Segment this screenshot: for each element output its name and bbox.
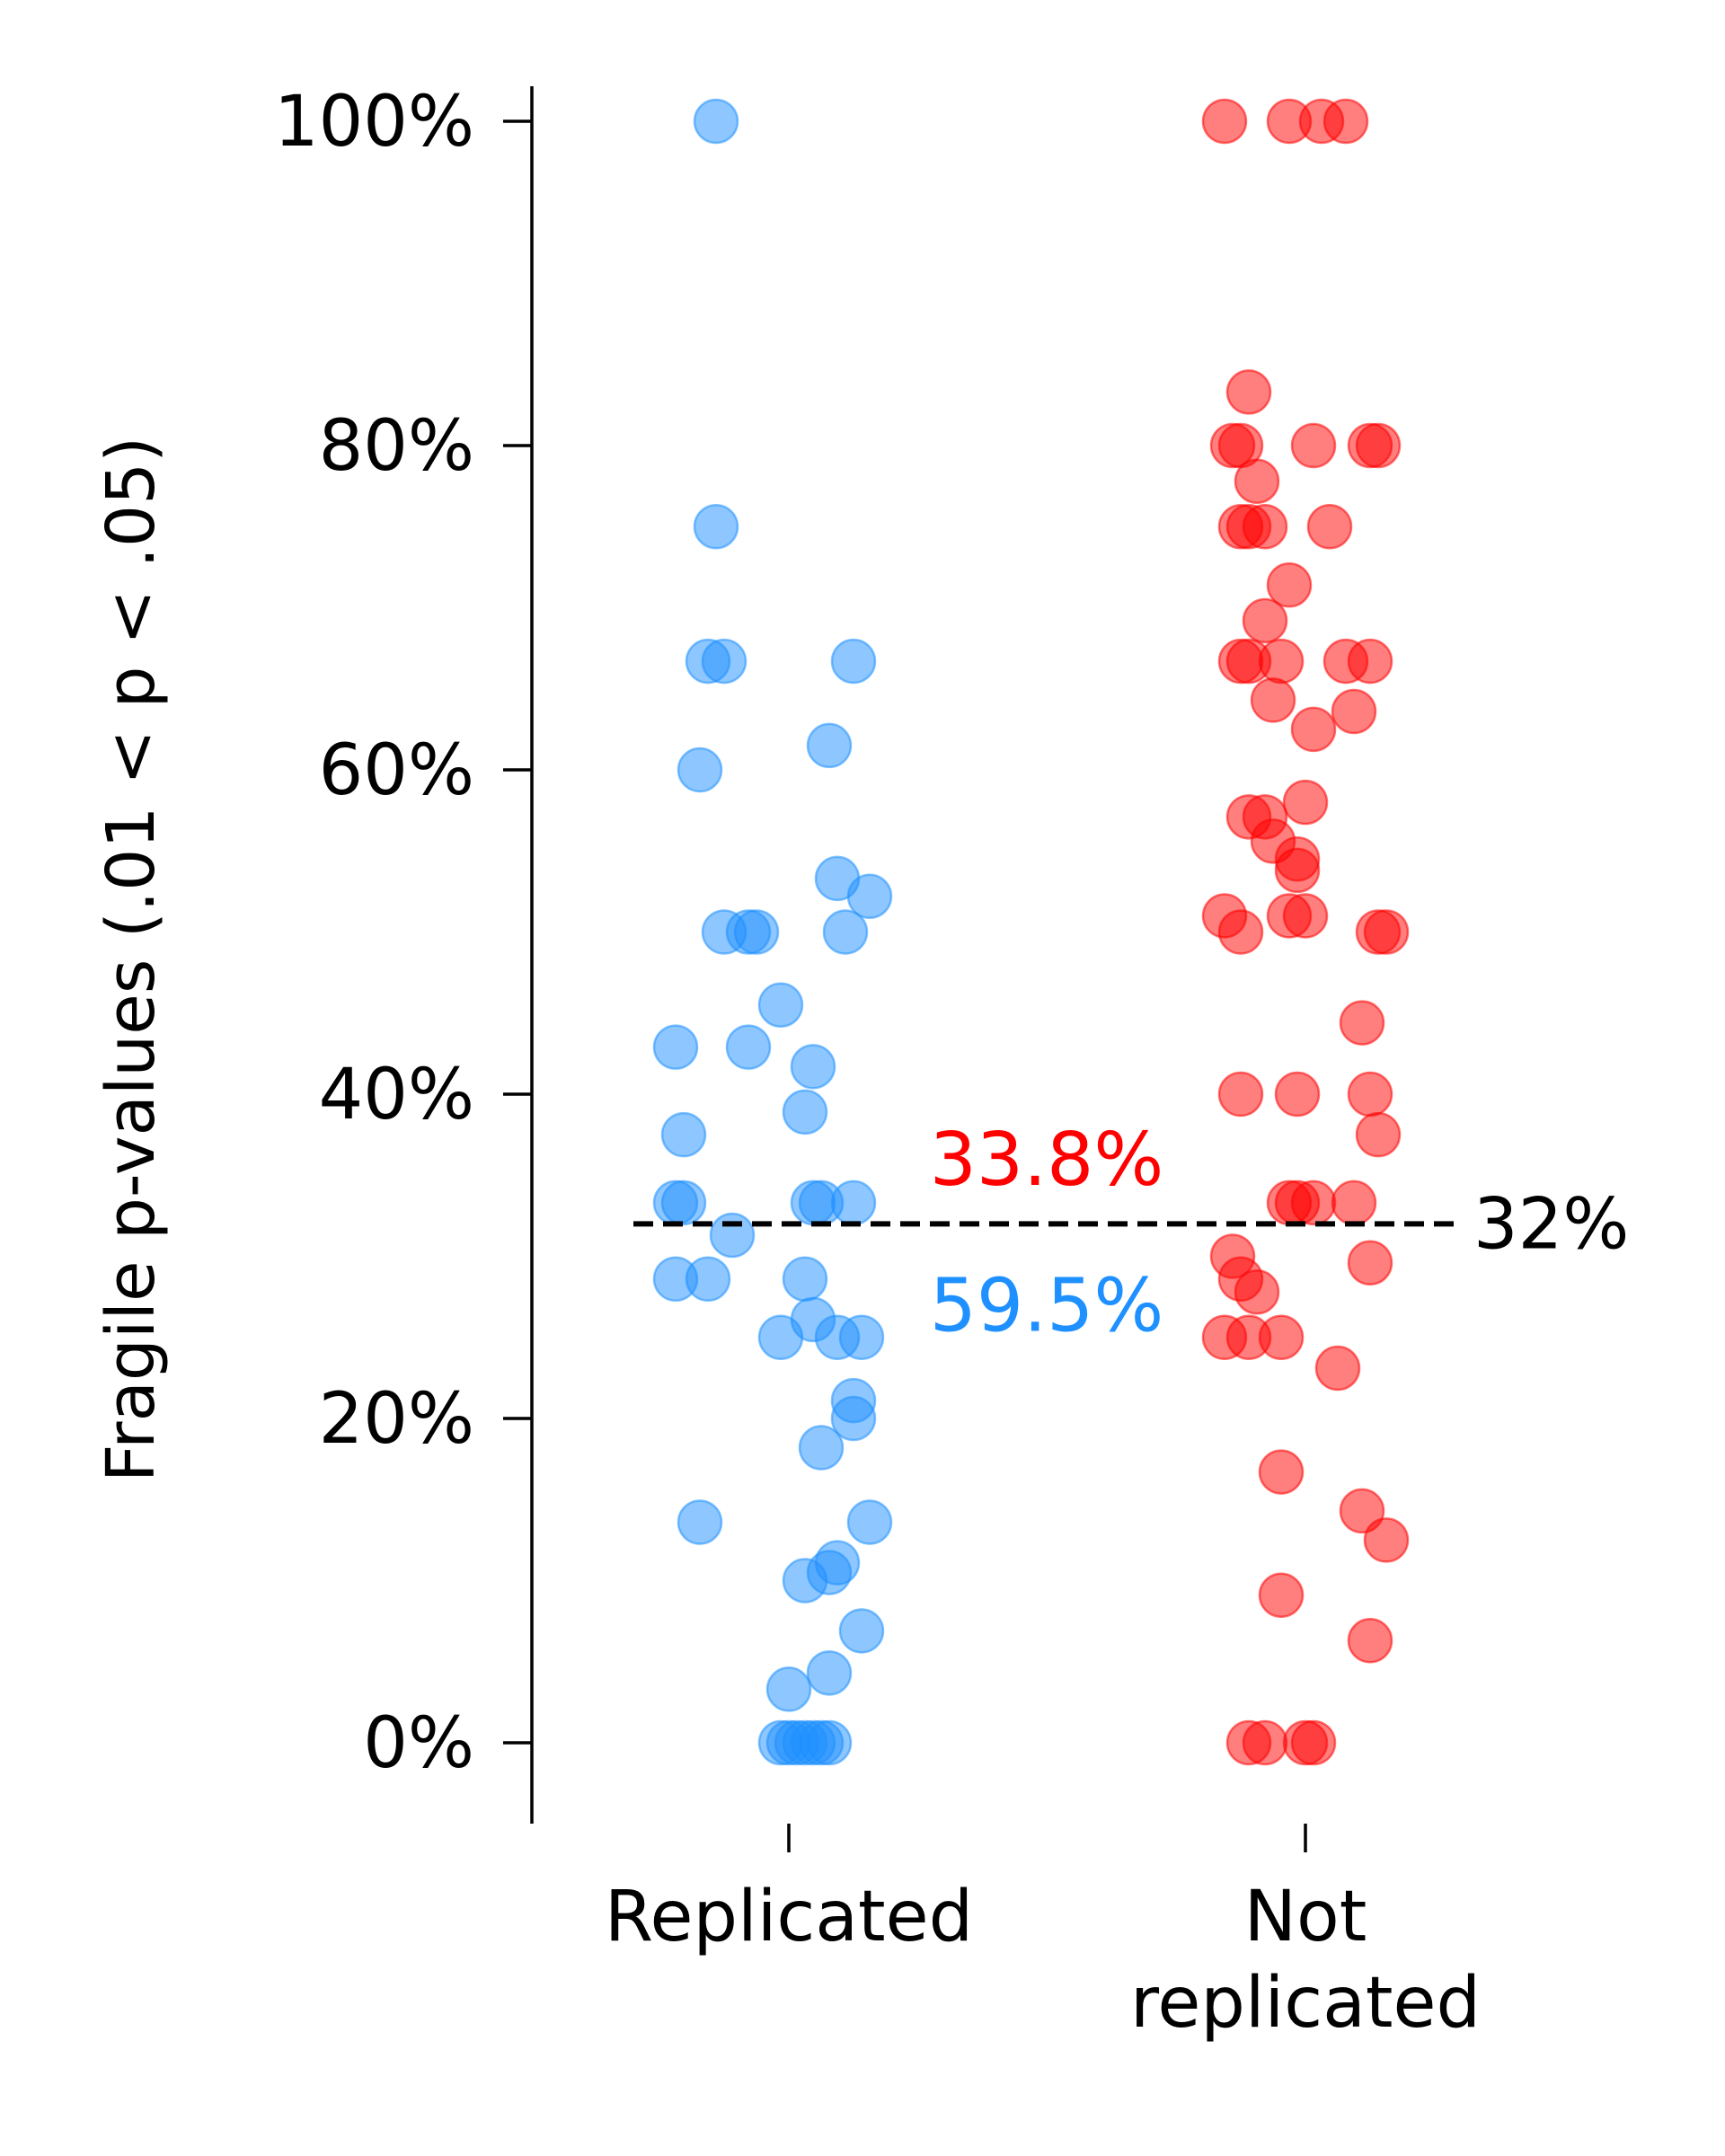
not-replicated-point (1225, 369, 1272, 415)
replicated-point (677, 1499, 723, 1545)
replicated-point (757, 1314, 804, 1360)
not-replicated-point (1339, 1488, 1385, 1534)
y-tick-label: 40% (319, 1055, 474, 1135)
replicated-point (652, 1024, 699, 1070)
not-replicated-point (1234, 1268, 1280, 1315)
replicated-point (693, 98, 739, 145)
not-replicated-point (1331, 688, 1377, 735)
not-replicated-point (1347, 1071, 1393, 1118)
annotations: 33.8% 59.5% (930, 1118, 1164, 1348)
replicated-point (757, 982, 804, 1028)
replicated-point (806, 1650, 853, 1696)
not-replicated-point (1355, 1111, 1402, 1158)
not-replicated-point (1258, 638, 1305, 685)
replicated-point (846, 1499, 893, 1545)
replicated-point (782, 1089, 828, 1135)
not-replicated-point (1322, 98, 1369, 145)
not-replicated-point (1355, 422, 1402, 469)
not-replicated-point (1274, 847, 1321, 894)
replicated-point (838, 1608, 885, 1654)
reference-line-label: 32% (1473, 1184, 1629, 1265)
not-replicated-point (1290, 706, 1337, 753)
replicated-point (725, 1024, 772, 1070)
replicated-point (806, 1719, 853, 1766)
replicated-point (660, 1180, 707, 1226)
not-replicated-point (1314, 1345, 1361, 1392)
replicated-point (790, 1044, 836, 1090)
replicated-point (693, 504, 739, 550)
replicated-point (701, 638, 748, 685)
replicated-point (830, 1395, 877, 1442)
not-replicated-point (1266, 561, 1313, 608)
y-tick-label: 80% (319, 406, 474, 487)
not-replicated-point (1363, 909, 1410, 955)
y-tick-label: 100% (274, 82, 474, 163)
replicated-point (838, 1314, 885, 1360)
x-tick-label: Not replicated (1130, 1877, 1481, 2044)
not-replicated-point (1234, 458, 1280, 504)
y-tick-label: 0% (363, 1703, 474, 1784)
replicated-point (677, 747, 723, 793)
not-replicated-point (1258, 1449, 1305, 1495)
not-replicated-point (1217, 909, 1264, 955)
not-replicated-point (1201, 98, 1248, 145)
not-replicated-point (1282, 893, 1329, 939)
not-replicated-point (1258, 1314, 1305, 1360)
data-points (652, 98, 1410, 1766)
percentage-annotation: 59.5% (930, 1264, 1164, 1349)
not-replicated-point (1258, 1572, 1305, 1618)
not-replicated-point (1250, 677, 1296, 723)
not-replicated-point (1306, 504, 1353, 550)
not-replicated-point (1347, 638, 1393, 685)
y-axis-label: Fragile p-values (.01 < p < .05) (93, 437, 170, 1482)
not-replicated-point (1331, 1180, 1377, 1226)
not-replicated-point (1242, 597, 1288, 644)
y-ticks: 0% 20% 40% 60% 80% 100% (274, 82, 532, 1784)
not-replicated-point (1290, 1719, 1337, 1766)
not-replicated-point (1290, 422, 1337, 469)
replicated-point (733, 909, 780, 955)
reference-line-group: 32% (633, 1184, 1629, 1265)
replicated-point (765, 1666, 812, 1712)
not-replicated-point (1282, 779, 1329, 826)
replicated-point (806, 722, 853, 769)
replicated-point (709, 1212, 756, 1259)
not-replicated-point (1339, 1000, 1385, 1046)
not-replicated-point (1363, 1517, 1410, 1563)
replicated-point (782, 1256, 828, 1303)
not-replicated-point (1217, 1071, 1264, 1118)
not-replicated-point (1242, 1719, 1288, 1766)
not-replicated-point (1347, 1240, 1393, 1286)
x-tick-label: Replicated (605, 1877, 973, 1957)
replicated-point (846, 873, 893, 920)
not-replicated-point (1290, 1180, 1337, 1226)
y-axis: 0% 20% 40% 60% 80% 100% (274, 82, 534, 1824)
replicated-point (798, 1425, 845, 1471)
replicated-point (830, 638, 877, 685)
not-replicated-point (1242, 504, 1288, 550)
x-axis: Replicated Not replicated (605, 1824, 1481, 2044)
not-replicated-point (1274, 1071, 1321, 1118)
y-tick-label: 60% (319, 730, 474, 811)
replicated-point (830, 1180, 877, 1226)
percentage-annotation: 33.8% (930, 1118, 1164, 1203)
y-tick-label: 20% (319, 1379, 474, 1460)
replicated-point (782, 1558, 828, 1604)
replicated-point (822, 909, 869, 955)
not-replicated-point (1347, 1618, 1393, 1664)
replicated-point (660, 1111, 707, 1158)
replicated-point (685, 1256, 731, 1303)
